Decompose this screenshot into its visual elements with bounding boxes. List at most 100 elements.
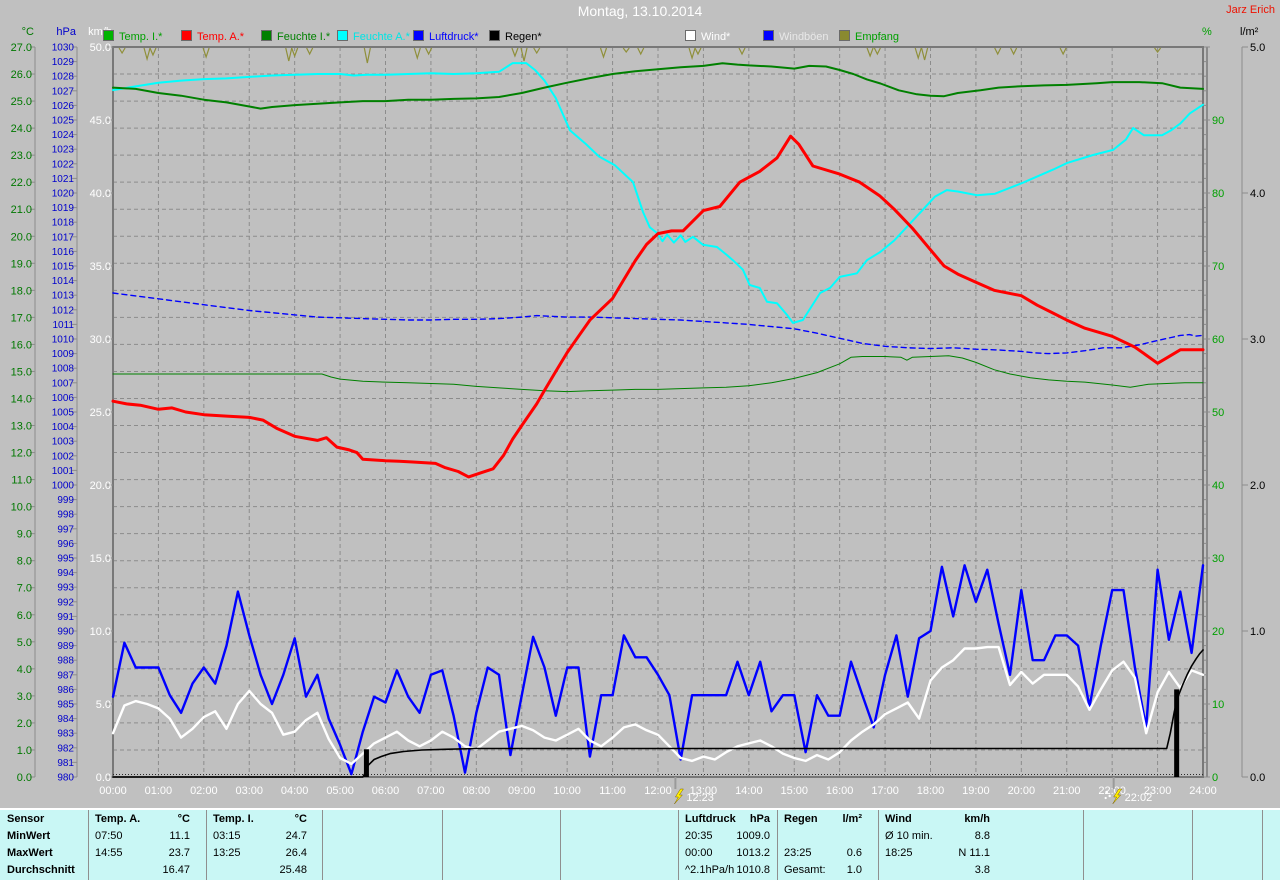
time-axis-label: 13:00 bbox=[690, 785, 718, 797]
pressure-axis-label: 1023 bbox=[52, 145, 75, 156]
time-axis-label: 24:00 bbox=[1189, 785, 1217, 797]
temp-axis-label: 11.0 bbox=[11, 475, 32, 487]
pressure-axis-label: 980 bbox=[57, 773, 74, 784]
table-value-cell: 1009.0 bbox=[736, 830, 770, 842]
table-value-cell: 1013.2 bbox=[736, 847, 770, 859]
legend-label: Feuchte A.* bbox=[353, 31, 410, 43]
legend-item-wind-: Wind* bbox=[685, 30, 730, 44]
legend-color-swatch bbox=[489, 30, 500, 41]
pressure-axis-label: 1012 bbox=[52, 305, 75, 316]
wind-axis-label: 10.0 bbox=[90, 626, 111, 638]
table-header-cell: Temp. A. bbox=[95, 813, 141, 825]
pressure-axis-label: 1022 bbox=[52, 159, 75, 170]
wind-axis-label: 45.0 bbox=[90, 115, 111, 127]
legend-color-swatch bbox=[685, 30, 696, 41]
temp-axis-label: 24.0 bbox=[11, 123, 32, 135]
table-header-unit: hPa bbox=[749, 813, 770, 825]
empfang-tick bbox=[688, 47, 696, 61]
pressure-axis-label: 1027 bbox=[52, 86, 75, 97]
time-axis-label: 18:00 bbox=[917, 785, 945, 797]
table-row-label: MinWert bbox=[7, 830, 51, 842]
pressure-axis-label: 1011 bbox=[52, 320, 74, 331]
table-row-label: Durchschnitt bbox=[7, 864, 75, 876]
pressure-axis-label: 1005 bbox=[52, 408, 75, 419]
temp-axis-label: 8.0 bbox=[17, 556, 32, 568]
axis-unit-pressure: hPa bbox=[56, 26, 76, 38]
table-value-cell: 1.0 bbox=[846, 864, 862, 876]
legend-label: Wind* bbox=[701, 31, 731, 43]
table-value-cell: 1010.8 bbox=[736, 864, 770, 876]
legend-label: Feuchte I.* bbox=[277, 31, 331, 43]
series-feuchte-i- bbox=[112, 355, 1204, 393]
table-cell: Ø 10 min. bbox=[885, 830, 933, 842]
pressure-axis-label: 1001 bbox=[52, 466, 75, 477]
legend-label: Temp. A.* bbox=[197, 31, 245, 43]
stats-table: Sensor MinWert MaxWert Durchschnitt Temp. A.… bbox=[0, 808, 1280, 881]
pressure-axis-label: 989 bbox=[57, 641, 74, 652]
series-luftdruck bbox=[112, 292, 1204, 355]
empfang-tick bbox=[694, 47, 702, 56]
table-cell: Gesamt: bbox=[784, 864, 826, 876]
table-value-cell: 11.1 bbox=[169, 830, 190, 842]
pressure-axis-label: 1009 bbox=[52, 349, 75, 360]
legend-label: Windböen bbox=[779, 31, 829, 43]
table-value-cell: N 11.1 bbox=[958, 847, 990, 859]
series-windb-en bbox=[111, 564, 1205, 776]
pressure-axis-label: 1025 bbox=[52, 116, 75, 127]
humidity-axis-label: 60 bbox=[1212, 334, 1224, 346]
pressure-axis-label: 1030 bbox=[52, 43, 75, 54]
empfang-tick bbox=[873, 47, 881, 56]
temp-axis-label: 23.0 bbox=[11, 150, 32, 162]
temp-axis-label: 16.0 bbox=[11, 339, 32, 351]
table-column-empty bbox=[442, 810, 560, 880]
pressure-axis-label: 1007 bbox=[52, 378, 75, 389]
empfang-tick bbox=[291, 47, 299, 58]
chart-canvas: 0.0 1.0 2.0 3.0 4.0 5.0 6.0 7.0 8.0 9.0 10.0 11.0 12… bbox=[11, 42, 1265, 805]
table-value-cell: 25.48 bbox=[279, 864, 307, 876]
table-column-empty bbox=[1192, 810, 1262, 880]
wind-axis-label: 50.0 bbox=[90, 42, 111, 54]
table-header-cell: Regen bbox=[784, 813, 818, 825]
table-column-separator bbox=[1262, 810, 1263, 880]
page-title: Montag, 13.10.2014 bbox=[577, 3, 703, 19]
pressure-axis-label: 1002 bbox=[52, 451, 75, 462]
table-column-empty bbox=[560, 810, 678, 880]
temp-axis-label: 27.0 bbox=[11, 42, 32, 54]
temp-axis-label: 21.0 bbox=[11, 204, 32, 216]
time-axis-label: 22:00 bbox=[1098, 785, 1126, 797]
table-header-cell: Luftdruck bbox=[685, 813, 736, 825]
time-axis-label: 06:00 bbox=[372, 785, 400, 797]
table-value-cell: 3.8 bbox=[974, 864, 990, 876]
empfang-tick bbox=[118, 47, 126, 55]
empfang-tick bbox=[413, 47, 421, 61]
table-column-empty bbox=[322, 810, 442, 880]
empfang-tick bbox=[306, 47, 314, 56]
temp-axis-label: 3.0 bbox=[17, 691, 32, 703]
humidity-axis-label: 20 bbox=[1212, 626, 1224, 638]
table-column-separator bbox=[88, 810, 89, 880]
rain-axis-label: 3.0 bbox=[1250, 334, 1265, 346]
temp-axis-label: 22.0 bbox=[11, 177, 32, 189]
temp-axis-label: 13.0 bbox=[11, 421, 32, 433]
table-header-cell: Temp. I. bbox=[213, 813, 254, 825]
temp-axis-label: 18.0 bbox=[11, 285, 32, 297]
empfang-tick bbox=[1010, 47, 1018, 56]
pressure-axis-label: 997 bbox=[57, 524, 74, 535]
pressure-axis-label: 1014 bbox=[52, 276, 75, 287]
legend: Temp. I.* Temp. A.* Feuchte I.* Feuchte A.*… bbox=[0, 30, 1280, 45]
time-axis-label: 02:00 bbox=[190, 785, 218, 797]
table-value-cell: 0.6 bbox=[846, 847, 862, 859]
legend-item-windb-en: Windböen bbox=[763, 30, 829, 44]
table-column-luftdruck: Luftdruck hPa 20:35 1009.0 00:00 1013.2 ^2.1hP… bbox=[678, 810, 777, 880]
table-column-separator bbox=[560, 810, 561, 880]
wind-axis-label: 30.0 bbox=[90, 334, 111, 346]
humidity-axis-label: 40 bbox=[1212, 480, 1224, 492]
time-axis-label: 14:00 bbox=[735, 785, 763, 797]
pressure-axis-label: 987 bbox=[57, 670, 74, 681]
legend-color-swatch bbox=[181, 30, 192, 41]
legend-color-swatch bbox=[413, 30, 424, 41]
user-name: Jarz Erich bbox=[1226, 4, 1275, 16]
legend-item-feuchte-a-: Feuchte A.* bbox=[337, 30, 410, 44]
pressure-axis-label: 995 bbox=[57, 554, 74, 565]
table-value-cell: 23.7 bbox=[168, 847, 190, 859]
